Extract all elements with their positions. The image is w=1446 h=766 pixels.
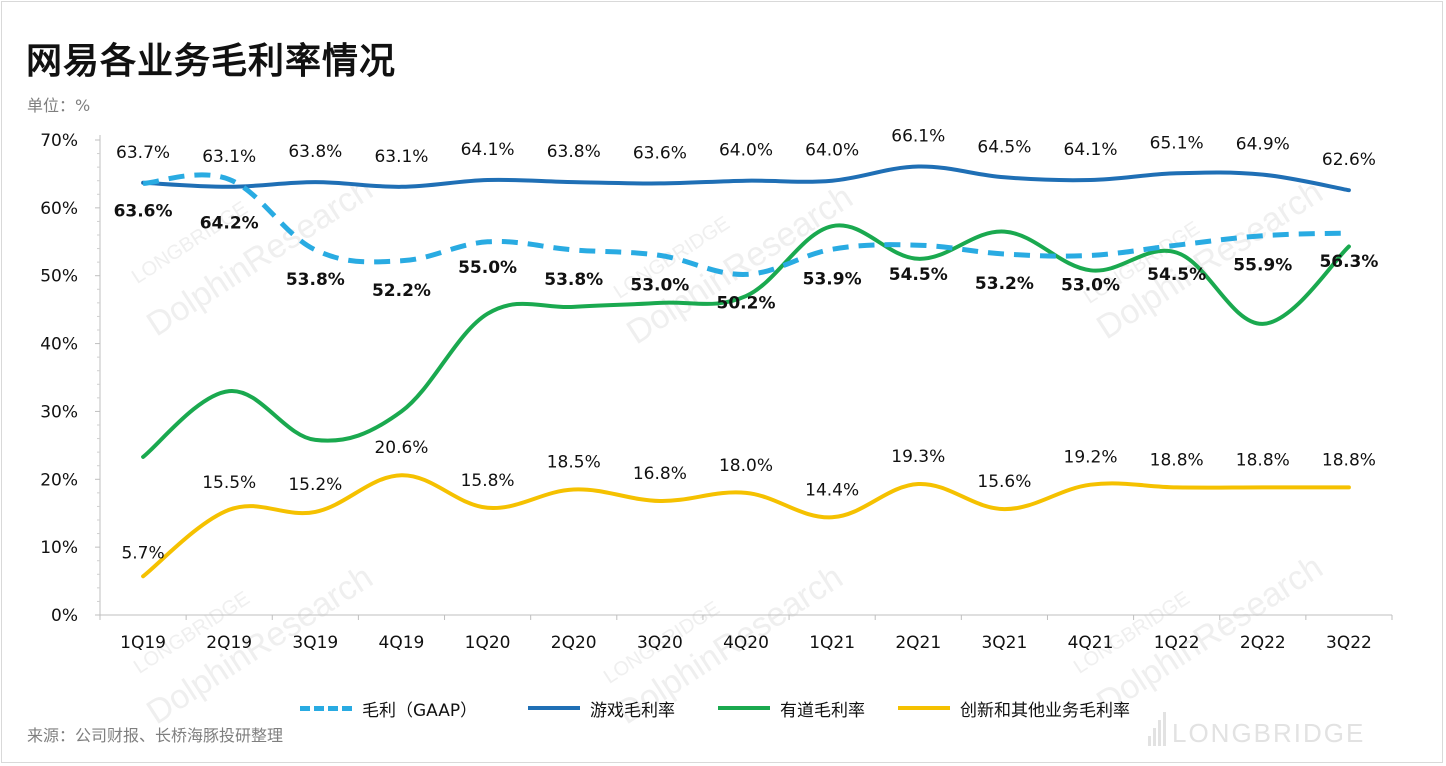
game-data-label: 63.7% bbox=[116, 143, 170, 163]
gaap-data-label: 53.0% bbox=[1061, 275, 1120, 295]
x-tick-label: 4Q20 bbox=[723, 633, 769, 653]
y-tick-label: 70% bbox=[40, 131, 78, 151]
y-tick-label: 50% bbox=[40, 267, 78, 287]
gaap-data-label: 53.0% bbox=[630, 275, 689, 295]
game-data-label: 64.0% bbox=[805, 141, 859, 161]
game-data-label: 63.8% bbox=[288, 142, 342, 162]
innovation-data-label: 14.4% bbox=[805, 480, 859, 500]
game-data-label: 63.1% bbox=[202, 147, 256, 167]
x-tick-label: 3Q20 bbox=[637, 633, 683, 653]
legend-swatch bbox=[718, 706, 770, 710]
gaap-data-label: 53.8% bbox=[544, 270, 603, 290]
legend-item: 创新和其他业务毛利率 bbox=[898, 696, 1130, 721]
game-data-label: 64.9% bbox=[1236, 135, 1290, 155]
legend-label: 毛利（GAAP） bbox=[362, 700, 478, 721]
x-tick-label: 1Q20 bbox=[465, 633, 511, 653]
x-tick-label: 4Q21 bbox=[1068, 633, 1114, 653]
y-tick-label: 0% bbox=[51, 606, 78, 626]
game-data-label: 65.1% bbox=[1150, 133, 1204, 153]
x-tick-label: 2Q20 bbox=[551, 633, 597, 653]
legend-swatch bbox=[300, 705, 352, 711]
innovation-data-label: 18.5% bbox=[547, 452, 601, 472]
x-tick-label: 2Q21 bbox=[895, 633, 941, 653]
legend-label: 创新和其他业务毛利率 bbox=[960, 700, 1130, 721]
innovation-data-label: 15.2% bbox=[288, 475, 342, 495]
gaap-data-label: 53.9% bbox=[803, 269, 862, 289]
gaap-data-label: 55.9% bbox=[1233, 256, 1292, 276]
gaap-data-label: 56.3% bbox=[1319, 252, 1378, 272]
innovation-data-label: 18.8% bbox=[1322, 450, 1376, 470]
innovation-data-label: 5.7% bbox=[121, 543, 164, 563]
x-tick-label: 3Q22 bbox=[1326, 633, 1372, 653]
gaap-data-label: 50.2% bbox=[717, 293, 776, 313]
y-tick-label: 40% bbox=[40, 335, 78, 355]
game-data-label: 63.1% bbox=[374, 147, 428, 167]
innovation-data-label: 15.6% bbox=[977, 472, 1031, 492]
x-tick-label: 1Q21 bbox=[809, 633, 855, 653]
series-innovation-line bbox=[141, 473, 1351, 579]
series-game-line bbox=[141, 164, 1351, 193]
y-tick-label: 20% bbox=[40, 470, 78, 490]
game-data-label: 62.6% bbox=[1322, 150, 1376, 170]
series-youdao-line bbox=[141, 223, 1351, 459]
gaap-data-label: 52.2% bbox=[372, 281, 431, 301]
x-tick-label: 2Q22 bbox=[1240, 633, 1286, 653]
unit-label: 单位：% bbox=[27, 96, 91, 115]
game-data-label: 63.8% bbox=[547, 142, 601, 162]
innovation-data-label: 15.8% bbox=[461, 471, 515, 491]
y-tick-label: 30% bbox=[40, 402, 78, 422]
legend-item: 有道毛利率 bbox=[718, 696, 865, 721]
innovation-data-label: 19.2% bbox=[1064, 448, 1118, 468]
brand-logo-icon bbox=[1148, 712, 1168, 746]
x-tick-label: 3Q19 bbox=[292, 633, 338, 653]
x-tick-label: 3Q21 bbox=[981, 633, 1027, 653]
chart-title: 网易各业务毛利率情况 bbox=[26, 41, 397, 82]
innovation-data-label: 18.8% bbox=[1236, 450, 1290, 470]
innovation-data-label: 20.6% bbox=[374, 438, 428, 458]
series-gaap-line bbox=[142, 172, 1349, 277]
innovation-data-label: 16.8% bbox=[633, 464, 687, 484]
game-data-label: 66.1% bbox=[891, 126, 945, 146]
game-data-label: 64.5% bbox=[977, 137, 1031, 157]
legend-swatch bbox=[898, 706, 950, 710]
gaap-data-label: 54.5% bbox=[1147, 265, 1206, 285]
y-tick-label: 10% bbox=[40, 538, 78, 558]
gaap-data-label: 55.0% bbox=[458, 258, 517, 278]
game-data-label: 63.6% bbox=[633, 143, 687, 163]
gaap-data-label: 53.8% bbox=[286, 270, 345, 290]
gaap-data-label: 54.5% bbox=[889, 265, 948, 285]
x-tick-label: 1Q19 bbox=[120, 633, 166, 653]
x-tick-label: 1Q22 bbox=[1154, 633, 1200, 653]
gaap-data-label: 63.6% bbox=[114, 201, 173, 221]
game-data-label: 64.0% bbox=[719, 141, 773, 161]
innovation-data-label: 15.5% bbox=[202, 473, 256, 493]
innovation-data-label: 18.0% bbox=[719, 456, 773, 476]
brand-name: LONGBRIDGE bbox=[1172, 718, 1366, 748]
y-tick-label: 60% bbox=[40, 199, 78, 219]
legend-item: 游戏毛利率 bbox=[528, 696, 675, 721]
innovation-data-label: 19.3% bbox=[891, 447, 945, 467]
game-data-label: 64.1% bbox=[1064, 140, 1118, 160]
gaap-data-label: 64.2% bbox=[200, 213, 259, 233]
game-data-label: 64.1% bbox=[461, 140, 515, 160]
x-tick-label: 2Q19 bbox=[206, 633, 252, 653]
innovation-data-label: 18.8% bbox=[1150, 450, 1204, 470]
chart-legend: 毛利（GAAP） 游戏毛利率 有道毛利率 创新和其他业务毛利率 bbox=[300, 696, 1200, 721]
legend-label: 游戏毛利率 bbox=[590, 700, 675, 721]
source-note: 来源：公司财报、长桥海豚投研整理 bbox=[27, 726, 284, 745]
legend-label: 有道毛利率 bbox=[780, 700, 865, 721]
legend-swatch bbox=[528, 706, 580, 710]
gaap-data-label: 53.2% bbox=[975, 274, 1034, 294]
x-tick-label: 4Q19 bbox=[379, 633, 425, 653]
legend-item: 毛利（GAAP） bbox=[300, 696, 478, 721]
